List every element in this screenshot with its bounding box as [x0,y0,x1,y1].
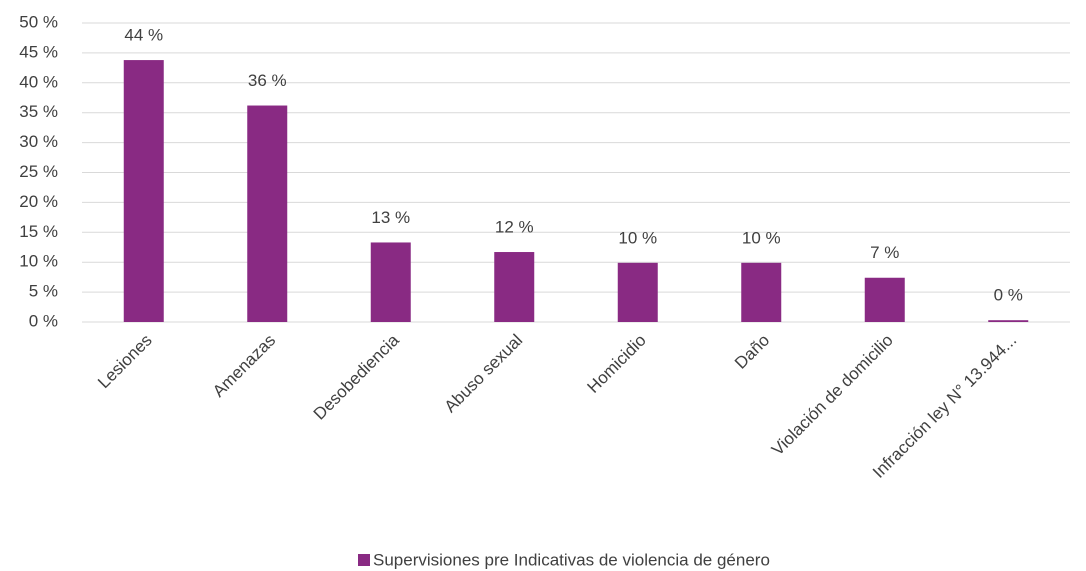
bar [123,60,164,323]
y-tick-label: 30 % [19,132,58,151]
y-tick-label: 40 % [19,72,58,91]
data-label: 13 % [371,208,410,227]
bar [988,320,1029,322]
y-tick-label: 20 % [19,192,58,211]
data-label: 7 % [870,243,899,262]
data-label: 0 % [994,286,1023,305]
x-tick-label: Amenazas [209,331,279,401]
y-tick-label: 45 % [19,42,58,61]
y-tick-label: 15 % [19,222,58,241]
data-label: 10 % [742,228,781,247]
bar [247,105,288,322]
x-tick-label: Violación de domicilio [768,331,897,460]
bar [370,242,411,322]
y-tick-label: 35 % [19,102,58,121]
x-tick-label: Daño [731,331,773,373]
y-tick-label: 10 % [19,252,58,271]
x-tick-label: Infracción ley N° 13.944... [869,331,1020,482]
data-label: 10 % [618,228,657,247]
data-label: 12 % [495,218,534,237]
x-tick-label: Lesiones [94,331,156,393]
x-tick-label: Abuso sexual [441,331,527,417]
x-tick-label: Homicidio [584,331,650,397]
bar [741,262,782,322]
x-tick-label: Desobediencia [310,330,403,423]
y-tick-label: 50 % [19,12,58,31]
y-tick-label: 5 % [29,282,58,301]
data-label: 44 % [124,26,163,45]
y-tick-label: 0 % [29,311,58,330]
legend-swatch [358,554,370,566]
bar [864,277,905,322]
bar [617,262,658,322]
data-label: 36 % [248,71,287,90]
y-tick-label: 25 % [19,162,58,181]
legend-label: Supervisiones pre Indicativas de violenc… [373,550,770,569]
bar [494,252,535,322]
